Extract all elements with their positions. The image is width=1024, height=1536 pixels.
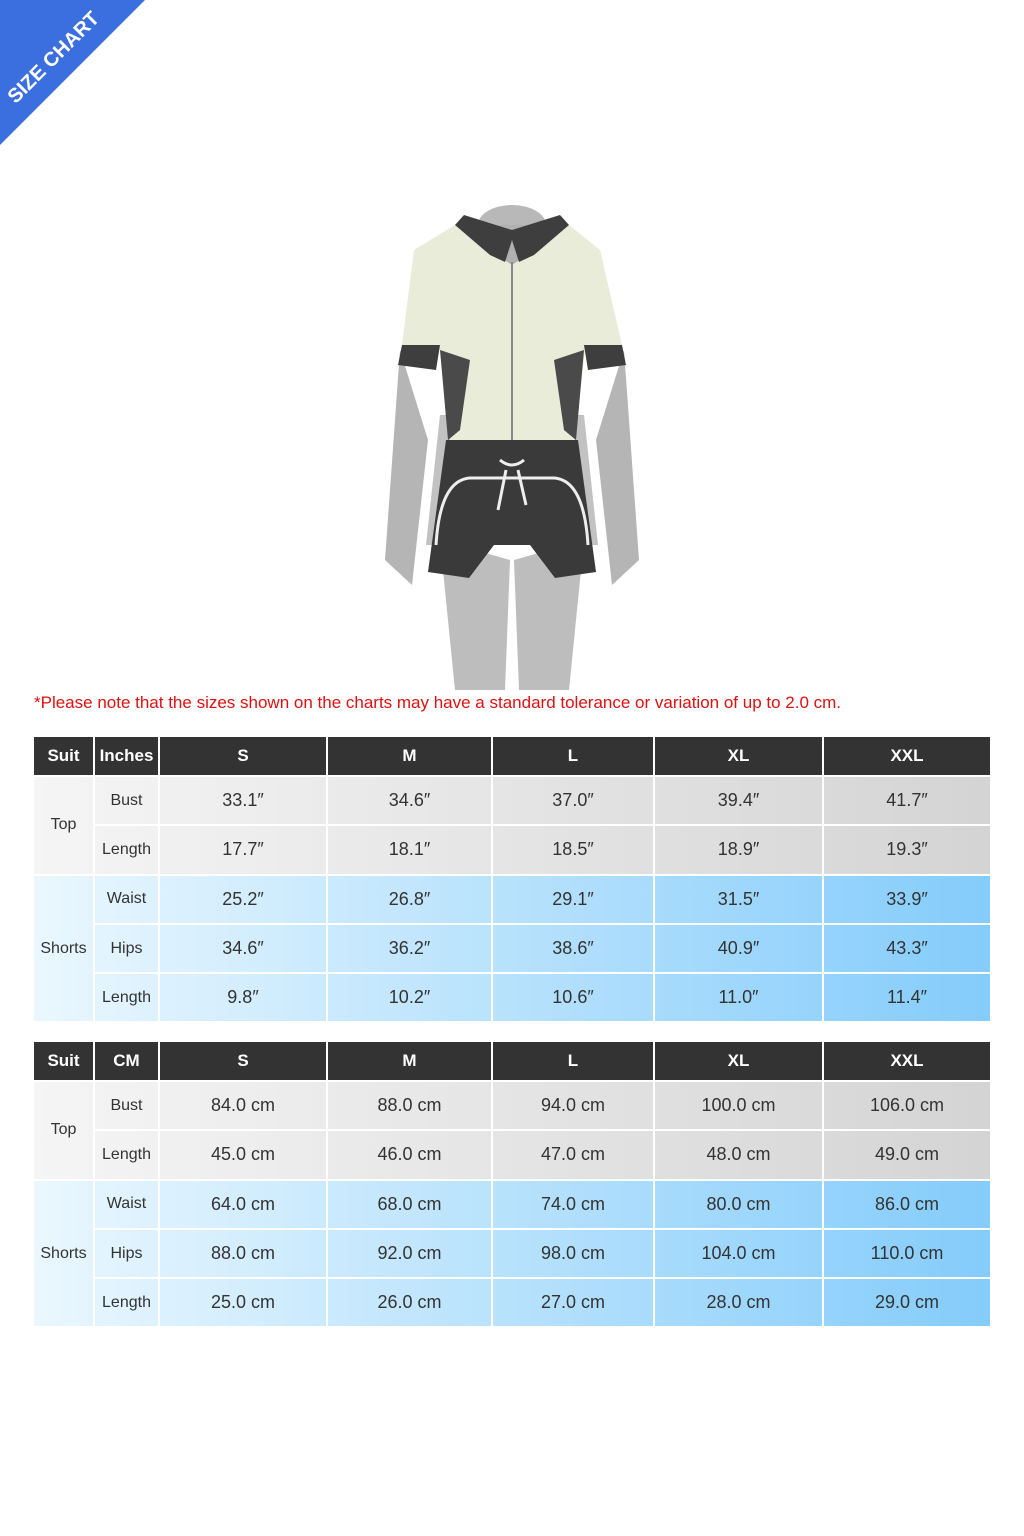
size-value: 37.0″ bbox=[493, 777, 653, 825]
size-value: 94.0 cm bbox=[493, 1082, 653, 1130]
size-value: 18.1″ bbox=[328, 826, 491, 874]
size-value: 110.0 cm bbox=[824, 1229, 990, 1278]
header-cell: XXL bbox=[824, 737, 990, 775]
row-label: Length bbox=[95, 1279, 158, 1327]
header-cell: M bbox=[328, 1042, 491, 1080]
size-value: 104.0 cm bbox=[655, 1229, 822, 1278]
size-value: 39.4″ bbox=[655, 777, 822, 825]
size-value: 10.2″ bbox=[328, 974, 491, 1022]
illustration: SIZE CHART bbox=[0, 0, 639, 690]
size-value: 28.0 cm bbox=[655, 1279, 822, 1327]
mannequin bbox=[385, 205, 639, 690]
size-value: 11.0″ bbox=[655, 974, 822, 1022]
size-value: 34.6″ bbox=[328, 777, 491, 825]
size-value: 36.2″ bbox=[328, 924, 491, 973]
size-value: 18.9″ bbox=[655, 826, 822, 874]
size-value: 46.0 cm bbox=[328, 1131, 491, 1179]
header-cell: S bbox=[160, 737, 326, 775]
size-value: 33.1″ bbox=[160, 777, 326, 825]
row-label: Waist bbox=[95, 1180, 158, 1228]
header-cell: S bbox=[160, 1042, 326, 1080]
row-label: Bust bbox=[95, 1082, 158, 1130]
badge-bg bbox=[0, 0, 145, 145]
size-value: 27.0 cm bbox=[493, 1279, 653, 1327]
size-value: 64.0 cm bbox=[160, 1180, 326, 1228]
size-value: 47.0 cm bbox=[493, 1131, 653, 1179]
size-value: 88.0 cm bbox=[328, 1082, 491, 1130]
size-value: 41.7″ bbox=[824, 777, 990, 825]
header-cell: Inches bbox=[95, 737, 158, 775]
row-label: Waist bbox=[95, 875, 158, 923]
size-value: 106.0 cm bbox=[824, 1082, 990, 1130]
size-value: 40.9″ bbox=[655, 924, 822, 973]
size-value: 86.0 cm bbox=[824, 1180, 990, 1228]
size-value: 18.5″ bbox=[493, 826, 653, 874]
group-label: Shorts bbox=[34, 875, 93, 1022]
group-label: Top bbox=[34, 1082, 93, 1179]
group-label: Shorts bbox=[34, 1180, 93, 1327]
header-cell: XL bbox=[655, 1042, 822, 1080]
size-value: 38.6″ bbox=[493, 924, 653, 973]
row-label: Hips bbox=[95, 1229, 158, 1278]
row-label: Bust bbox=[95, 777, 158, 825]
size-value: 98.0 cm bbox=[493, 1229, 653, 1278]
size-value: 29.1″ bbox=[493, 875, 653, 923]
size-value: 100.0 cm bbox=[655, 1082, 822, 1130]
header-cell: XXL bbox=[824, 1042, 990, 1080]
size-value: 17.7″ bbox=[160, 826, 326, 874]
header-cell: Suit bbox=[34, 737, 93, 775]
size-value: 48.0 cm bbox=[655, 1131, 822, 1179]
size-value: 74.0 cm bbox=[493, 1180, 653, 1228]
size-value: 25.2″ bbox=[160, 875, 326, 923]
size-value: 43.3″ bbox=[824, 924, 990, 973]
size-value: 45.0 cm bbox=[160, 1131, 326, 1179]
group-label: Top bbox=[34, 777, 93, 874]
size-value: 29.0 cm bbox=[824, 1279, 990, 1327]
tolerance-note: *Please note that the sizes shown on the… bbox=[34, 693, 842, 712]
header-cell: L bbox=[493, 1042, 653, 1080]
size-value: 68.0 cm bbox=[328, 1180, 491, 1228]
size-value: 26.8″ bbox=[328, 875, 491, 923]
row-label: Length bbox=[95, 974, 158, 1022]
size-value: 19.3″ bbox=[824, 826, 990, 874]
size-value: 26.0 cm bbox=[328, 1279, 491, 1327]
row-label: Length bbox=[95, 1131, 158, 1179]
header-cell: CM bbox=[95, 1042, 158, 1080]
size-value: 33.9″ bbox=[824, 875, 990, 923]
size-value: 10.6″ bbox=[493, 974, 653, 1022]
size-value: 92.0 cm bbox=[328, 1229, 491, 1278]
size-value: 49.0 cm bbox=[824, 1131, 990, 1179]
size-value: 34.6″ bbox=[160, 924, 326, 973]
header-cell: Suit bbox=[34, 1042, 93, 1080]
size-value: 80.0 cm bbox=[655, 1180, 822, 1228]
size-value: 88.0 cm bbox=[160, 1229, 326, 1278]
row-label: Hips bbox=[95, 924, 158, 973]
header-cell: XL bbox=[655, 737, 822, 775]
size-value: 84.0 cm bbox=[160, 1082, 326, 1130]
size-value: 11.4″ bbox=[824, 974, 990, 1022]
header-cell: L bbox=[493, 737, 653, 775]
size-value: 25.0 cm bbox=[160, 1279, 326, 1327]
header-cell: M bbox=[328, 737, 491, 775]
row-label: Length bbox=[95, 826, 158, 874]
size-value: 9.8″ bbox=[160, 974, 326, 1022]
size-value: 31.5″ bbox=[655, 875, 822, 923]
